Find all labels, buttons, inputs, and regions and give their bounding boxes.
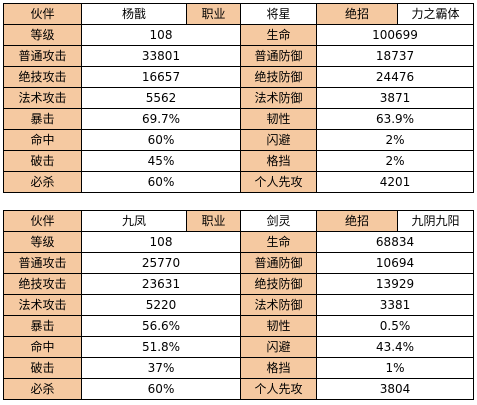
stat-label: 普通防御 <box>240 45 318 67</box>
stat-label: 韧性 <box>240 108 318 130</box>
stat-value: 60% <box>80 171 242 193</box>
stat-value: 43.4% <box>316 336 475 358</box>
stat-value: 3381 <box>316 294 475 316</box>
class-name: 将星 <box>240 3 318 25</box>
table-row: 等级 108 生命 68834 <box>3 231 475 253</box>
stat-label: 法术攻击 <box>3 87 82 109</box>
table-row: 破击 45% 格挡 2% <box>3 150 475 172</box>
stat-label: 韧性 <box>240 315 318 337</box>
stat-label: 必杀 <box>3 378 82 400</box>
stat-label: 普通防御 <box>240 252 318 274</box>
ult-label: 绝招 <box>316 3 399 25</box>
partner-name: 杨戬 <box>80 3 188 25</box>
partner-stats-table: 伙伴 杨戬 职业 将星 绝招 力之霸体 等级 108 生命 100699 普通攻… <box>3 3 475 193</box>
ult-label: 绝招 <box>316 210 399 232</box>
stat-value: 51.8% <box>80 336 242 358</box>
ult-name: 力之霸体 <box>397 3 475 25</box>
stat-label: 格挡 <box>240 357 318 379</box>
stat-value: 100699 <box>316 24 475 46</box>
stat-label: 绝技防御 <box>240 273 318 295</box>
table-header-row: 伙伴 九凤 职业 剑灵 绝招 九阴九阳 <box>3 210 475 232</box>
stat-value: 56.6% <box>80 315 242 337</box>
stat-label: 等级 <box>3 231 82 253</box>
table-row: 命中 51.8% 闪避 43.4% <box>3 336 475 358</box>
table-row: 普通攻击 25770 普通防御 10694 <box>3 252 475 274</box>
stat-value: 60% <box>80 129 242 151</box>
stat-value: 37% <box>80 357 242 379</box>
class-label: 职业 <box>186 210 242 232</box>
stat-label: 个人先攻 <box>240 378 318 400</box>
table-row: 绝技攻击 23631 绝技防御 13929 <box>3 273 475 295</box>
table-row: 破击 37% 格挡 1% <box>3 357 475 379</box>
stat-value: 5220 <box>80 294 242 316</box>
stat-label: 闪避 <box>240 336 318 358</box>
stat-value: 23631 <box>80 273 242 295</box>
stat-label: 个人先攻 <box>240 171 318 193</box>
stat-label: 破击 <box>3 150 82 172</box>
stat-label: 法术防御 <box>240 87 318 109</box>
stat-label: 生命 <box>240 231 318 253</box>
stat-value: 5562 <box>80 87 242 109</box>
stat-value: 3804 <box>316 378 475 400</box>
stat-value: 24476 <box>316 66 475 88</box>
stat-value: 108 <box>80 231 242 253</box>
class-name: 剑灵 <box>240 210 318 232</box>
stat-label: 必杀 <box>3 171 82 193</box>
stat-value: 10694 <box>316 252 475 274</box>
stat-value: 108 <box>80 24 242 46</box>
table-row: 绝技攻击 16657 绝技防御 24476 <box>3 66 475 88</box>
stat-label: 法术防御 <box>240 294 318 316</box>
partner-label: 伙伴 <box>3 3 82 25</box>
table-row: 法术攻击 5562 法术防御 3871 <box>3 87 475 109</box>
stat-label: 生命 <box>240 24 318 46</box>
table-row: 普通攻击 33801 普通防御 18737 <box>3 45 475 67</box>
class-label: 职业 <box>186 3 242 25</box>
table-row: 必杀 60% 个人先攻 4201 <box>3 171 475 193</box>
stat-value: 33801 <box>80 45 242 67</box>
stat-label: 等级 <box>3 24 82 46</box>
stat-label: 普通攻击 <box>3 252 82 274</box>
partner-stats-table: 伙伴 九凤 职业 剑灵 绝招 九阴九阳 等级 108 生命 68834 普通攻击… <box>3 210 475 400</box>
stat-value: 2% <box>316 150 475 172</box>
stat-value: 25770 <box>80 252 242 274</box>
stat-value: 68834 <box>316 231 475 253</box>
stat-value: 69.7% <box>80 108 242 130</box>
stat-value: 3871 <box>316 87 475 109</box>
partner-name: 九凤 <box>80 210 188 232</box>
table-row: 命中 60% 闪避 2% <box>3 129 475 151</box>
table-row: 暴击 69.7% 韧性 63.9% <box>3 108 475 130</box>
stat-label: 普通攻击 <box>3 45 82 67</box>
stat-label: 命中 <box>3 336 82 358</box>
table-header-row: 伙伴 杨戬 职业 将星 绝招 力之霸体 <box>3 3 475 25</box>
table-row: 法术攻击 5220 法术防御 3381 <box>3 294 475 316</box>
stat-label: 绝技攻击 <box>3 273 82 295</box>
stat-label: 命中 <box>3 129 82 151</box>
stat-value: 60% <box>80 378 242 400</box>
stat-label: 绝技攻击 <box>3 66 82 88</box>
partner-label: 伙伴 <box>3 210 82 232</box>
stat-label: 闪避 <box>240 129 318 151</box>
stat-value: 4201 <box>316 171 475 193</box>
table-row: 必杀 60% 个人先攻 3804 <box>3 378 475 400</box>
stat-label: 暴击 <box>3 108 82 130</box>
stat-label: 格挡 <box>240 150 318 172</box>
stat-value: 1% <box>316 357 475 379</box>
stat-value: 0.5% <box>316 315 475 337</box>
stat-value: 45% <box>80 150 242 172</box>
stat-label: 法术攻击 <box>3 294 82 316</box>
table-row: 暴击 56.6% 韧性 0.5% <box>3 315 475 337</box>
stat-label: 绝技防御 <box>240 66 318 88</box>
stat-value: 16657 <box>80 66 242 88</box>
ult-name: 九阴九阳 <box>397 210 475 232</box>
stat-label: 暴击 <box>3 315 82 337</box>
table-row: 等级 108 生命 100699 <box>3 24 475 46</box>
stat-value: 18737 <box>316 45 475 67</box>
stat-value: 2% <box>316 129 475 151</box>
stat-value: 63.9% <box>316 108 475 130</box>
stat-label: 破击 <box>3 357 82 379</box>
stat-value: 13929 <box>316 273 475 295</box>
